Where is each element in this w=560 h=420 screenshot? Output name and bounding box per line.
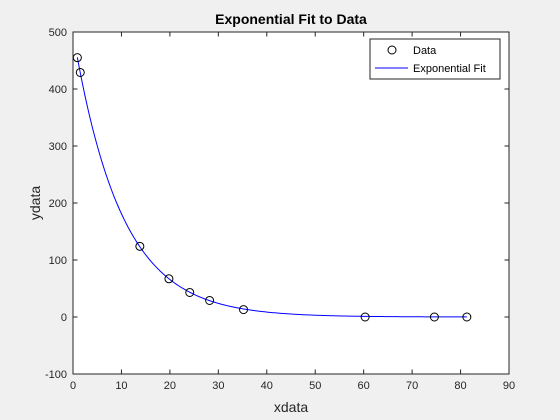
y-tick-label: -100 bbox=[45, 369, 67, 381]
data-point bbox=[164, 274, 174, 284]
data-point bbox=[462, 312, 472, 322]
data-point bbox=[205, 295, 215, 305]
legend-label-fit: Exponential Fit bbox=[413, 63, 486, 75]
data-point bbox=[429, 312, 439, 322]
legend: Data Exponential Fit bbox=[369, 38, 501, 80]
x-tick-label: 40 bbox=[261, 380, 273, 392]
data-point bbox=[360, 312, 370, 322]
y-tick-label: 500 bbox=[49, 27, 67, 39]
x-tick-label: 90 bbox=[503, 380, 515, 392]
x-tick-label: 0 bbox=[70, 380, 76, 392]
legend-label-data: Data bbox=[413, 45, 437, 57]
fit-line bbox=[76, 57, 467, 318]
x-tick-label: 10 bbox=[115, 380, 127, 392]
y-tick-label: 300 bbox=[49, 141, 67, 153]
x-tick-label: 60 bbox=[358, 380, 370, 392]
axes-box bbox=[72, 31, 510, 375]
data-point bbox=[135, 241, 145, 251]
chart-title: Exponential Fit to Data bbox=[215, 11, 367, 27]
x-tick-label: 30 bbox=[212, 380, 224, 392]
axes-background bbox=[73, 32, 509, 374]
x-tick-label: 20 bbox=[164, 380, 176, 392]
y-tick-label: 200 bbox=[49, 198, 67, 210]
data-point bbox=[239, 305, 249, 315]
x-tick-label: 70 bbox=[406, 380, 418, 392]
x-axis-label: xdata bbox=[274, 399, 308, 415]
data-point bbox=[75, 67, 85, 77]
x-tick-label: 50 bbox=[309, 380, 321, 392]
x-tick-label: 80 bbox=[454, 380, 466, 392]
legend-data-marker bbox=[387, 45, 397, 55]
data-point bbox=[185, 287, 195, 297]
y-tick-label: 0 bbox=[61, 312, 67, 324]
series-layer bbox=[72, 53, 472, 322]
y-tick-label: 100 bbox=[49, 255, 67, 267]
y-axis-label: ydata bbox=[27, 186, 43, 220]
y-tick-label: 400 bbox=[49, 84, 67, 96]
